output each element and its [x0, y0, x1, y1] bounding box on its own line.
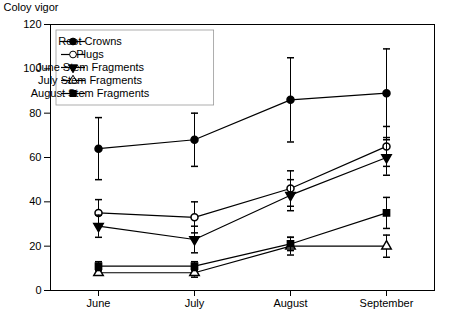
- svg-text:August: August: [273, 297, 307, 309]
- svg-text:Plugs: Plugs: [76, 48, 104, 60]
- svg-text:120: 120: [23, 18, 41, 30]
- svg-text:100: 100: [23, 62, 42, 75]
- svg-text:0: 0: [35, 284, 41, 296]
- svg-text:80: 80: [29, 107, 41, 119]
- svg-text:August Stem Fragments: August Stem Fragments: [31, 87, 150, 99]
- svg-text:June: June: [87, 297, 111, 309]
- svg-text:20: 20: [29, 240, 41, 252]
- svg-text:40: 40: [29, 195, 41, 207]
- svg-text:Root Crowns: Root Crowns: [58, 35, 122, 47]
- svg-text:60: 60: [29, 151, 41, 163]
- svg-text:September: September: [360, 297, 414, 309]
- svg-text:June Stem Fragments: June Stem Fragments: [36, 61, 145, 73]
- svg-text:July Stem Fragments: July Stem Fragments: [38, 74, 142, 86]
- svg-text:July: July: [185, 297, 205, 309]
- svg-text:Coloy vigor: Coloy vigor: [4, 1, 59, 13]
